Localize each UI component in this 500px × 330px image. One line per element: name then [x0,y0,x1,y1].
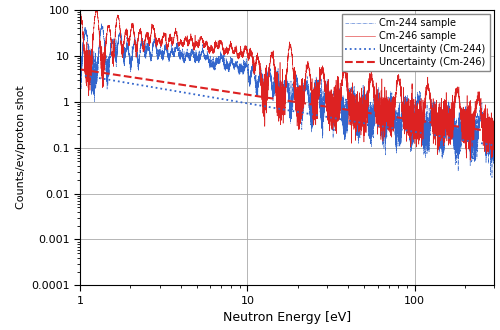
Uncertainty (Cm-244) [492,144,498,148]
Cm-246 sample [448,119,454,123]
Uncertainty (Cm-246) [490,130,496,134]
Legend: Cm-244 sample, Cm-246 sample, Uncertainty (Cm-244), Uncertainty (Cm-246): Cm-244 sample, Cm-246 sample, Uncertaint… [342,15,490,71]
Cm-246 sample [492,135,498,139]
Cm-244 sample [486,130,492,134]
Cm-244 sample [492,155,498,159]
X-axis label: Neutron Energy [eV]: Neutron Energy [eV] [223,312,352,324]
Cm-246 sample [264,87,270,91]
Cm-244 sample [448,117,454,121]
Cm-244 sample [342,129,347,133]
Line: Cm-244 sample: Cm-244 sample [80,23,494,178]
Cm-246 sample [437,113,443,116]
Cm-246 sample [486,142,492,146]
Uncertainty (Cm-244) [490,143,496,147]
Line: Uncertainty (Cm-244): Uncertainty (Cm-244) [80,75,494,146]
Uncertainty (Cm-244) [486,143,492,147]
Y-axis label: Counts/ev/proton shot: Counts/ev/proton shot [16,86,26,210]
Uncertainty (Cm-244) [342,118,347,122]
Uncertainty (Cm-246) [264,96,270,100]
Uncertainty (Cm-246) [342,107,347,111]
Cm-244 sample [489,176,495,180]
Cm-244 sample [98,21,104,25]
Line: Cm-246 sample: Cm-246 sample [80,10,494,160]
Uncertainty (Cm-244) [448,136,454,140]
Uncertainty (Cm-246) [448,124,454,128]
Cm-246 sample [342,68,347,72]
Uncertainty (Cm-246) [437,122,443,126]
Cm-246 sample [490,131,496,135]
Uncertainty (Cm-244) [264,105,270,109]
Cm-244 sample [490,146,496,150]
Uncertainty (Cm-244) [437,134,443,138]
Uncertainty (Cm-246) [77,67,83,71]
Uncertainty (Cm-244) [77,73,83,77]
Cm-244 sample [77,71,83,75]
Uncertainty (Cm-246) [486,129,492,133]
Cm-246 sample [77,11,83,15]
Uncertainty (Cm-246) [492,130,498,134]
Cm-244 sample [437,126,443,130]
Cm-246 sample [467,158,473,162]
Line: Uncertainty (Cm-246): Uncertainty (Cm-246) [80,69,494,132]
Cm-244 sample [264,89,270,93]
Cm-246 sample [93,8,99,12]
